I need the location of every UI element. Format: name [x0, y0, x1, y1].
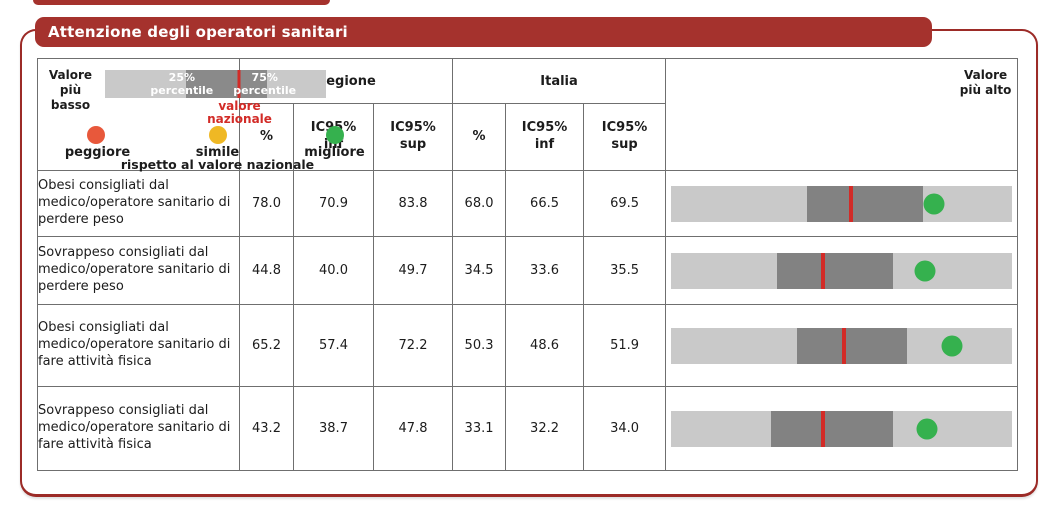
national-value-line: [821, 410, 826, 447]
table-row: Obesi consigliati dal medico/operatore s…: [37, 304, 1019, 387]
row-label: Obesi consigliati dal medico/operatore s…: [37, 170, 240, 237]
table-body: Obesi consigliati dal medico/operatore s…: [37, 170, 1019, 471]
percentile-bar: [671, 252, 1013, 289]
value-cell: 43.2: [239, 386, 294, 471]
row-label: Sovrappeso consigliati dal medico/operat…: [37, 236, 240, 305]
regione-ic-sup-header: IC95% sup: [372, 103, 454, 171]
similar-label: simile: [195, 144, 240, 160]
value-cell: 44.8: [239, 236, 294, 305]
interquartile-range: [770, 410, 894, 447]
value-cell: 50.3: [452, 304, 507, 387]
clipped-banner-above: [33, 0, 330, 5]
italia-ic-sup-header: IC95% sup: [583, 103, 667, 171]
legend-25th-percentile-label: 25% percentile: [150, 70, 214, 97]
italia-pct-header: %: [452, 103, 507, 171]
value-cell: 33.6: [505, 236, 585, 305]
legend-caption: rispetto al valore nazionale: [120, 156, 315, 172]
value-cell: 34.5: [452, 236, 507, 305]
regione-group-header: Regione: [238, 58, 454, 104]
legend-75th-percentile-label: 75% percentile: [233, 70, 297, 97]
interquartile-range: [806, 185, 924, 222]
legend-interquartile-range: [186, 69, 267, 98]
value-cell: 65.2: [239, 304, 294, 387]
better-label: migliore: [304, 144, 365, 160]
value-cell: 78.0: [239, 170, 294, 237]
table-row: Sovrappeso consigliati dal medico/operat…: [37, 236, 1019, 305]
percentile-bar: [671, 185, 1013, 222]
legend-national-value-line: [237, 69, 241, 98]
region-value-dot: [923, 193, 945, 214]
row-label: Sovrappeso consigliati dal medico/operat…: [37, 386, 240, 471]
group-header-row: Regione Italia Valore più basso Valore p…: [37, 58, 1019, 172]
value-cell: 32.2: [505, 386, 585, 471]
legend-national-value-label: valore nazionale: [207, 98, 272, 127]
interquartile-range: [776, 252, 894, 289]
legend-percentile-bar: 25% percentile 75% percentile: [104, 69, 326, 98]
value-cell: 48.6: [505, 304, 585, 387]
legend-highest-label: Valore più alto: [959, 67, 1012, 97]
value-cell: 66.5: [505, 170, 585, 237]
value-cell: 47.8: [372, 386, 454, 471]
region-value-dot: [941, 335, 963, 356]
legend-lowest-label: Valore più basso: [48, 67, 93, 112]
italia-group-header: Italia: [452, 58, 667, 104]
worse-dot: [86, 125, 105, 144]
value-cell: 33.1: [452, 386, 507, 471]
national-value-line: [841, 327, 846, 364]
percentile-bar: [671, 327, 1013, 364]
table-row: Obesi consigliati dal medico/operatore s…: [37, 170, 1019, 237]
percentile-chart-cell: [665, 386, 1019, 471]
table-row: Sovrappeso consigliati dal medico/operat…: [37, 386, 1019, 471]
value-cell: 34.0: [583, 386, 667, 471]
similar-dot: [208, 125, 227, 144]
value-cell: 72.2: [372, 304, 454, 387]
national-value-line: [849, 185, 854, 222]
interquartile-range: [796, 327, 908, 364]
value-cell: 40.0: [293, 236, 374, 305]
percentile-chart-cell: [665, 304, 1019, 387]
worse-label: peggiore: [64, 144, 131, 160]
regione-pct-header: %: [239, 103, 294, 171]
value-cell: 83.8: [372, 170, 454, 237]
region-value-dot: [916, 418, 938, 439]
data-table: Regione Italia Valore più basso Valore p…: [37, 58, 1019, 471]
page-title: Attenzione degli operatori sanitari: [48, 23, 348, 41]
better-dot: [325, 125, 344, 144]
national-value-line: [821, 252, 826, 289]
section-title-banner: Attenzione degli operatori sanitari: [35, 17, 932, 47]
percentile-chart-cell: [665, 170, 1019, 237]
value-cell: 35.5: [583, 236, 667, 305]
region-value-dot: [914, 260, 936, 281]
percentile-legend: Valore più basso Valore più alto 25% per…: [49, 58, 1019, 172]
percentile-chart-cell: [665, 236, 1019, 305]
sub-header-row: % IC95% inf IC95% sup % IC95% inf IC95% …: [38, 103, 1018, 171]
value-cell: 51.9: [583, 304, 667, 387]
value-cell: 38.7: [293, 386, 374, 471]
row-label: Obesi consigliati dal medico/operatore s…: [37, 304, 240, 387]
value-cell: 70.9: [293, 170, 374, 237]
value-cell: 57.4: [293, 304, 374, 387]
value-cell: 49.7: [372, 236, 454, 305]
percentile-bar: [671, 410, 1013, 447]
value-cell: 69.5: [583, 170, 667, 237]
value-cell: 68.0: [452, 170, 507, 237]
italia-ic-inf-header: IC95% inf: [505, 103, 585, 171]
